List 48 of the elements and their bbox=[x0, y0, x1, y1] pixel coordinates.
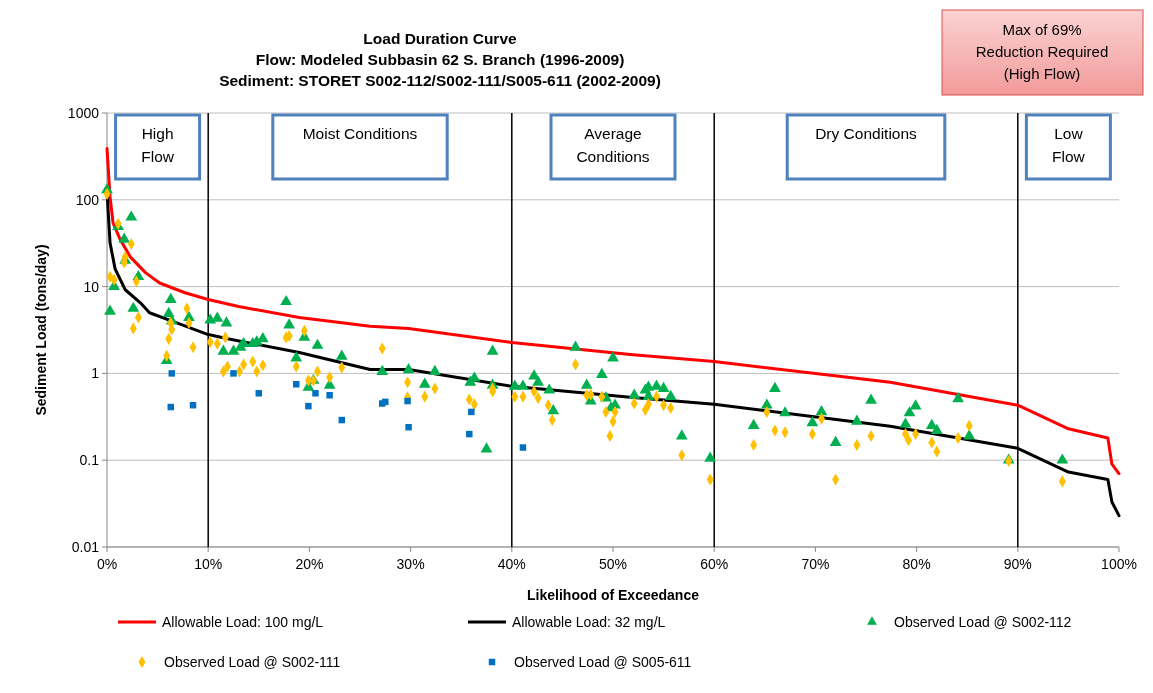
text-box: Dry Conditions bbox=[785, 113, 947, 181]
x-tick-label: 70% bbox=[801, 556, 830, 572]
legend-label: Allowable Load: 32 mg/L bbox=[512, 614, 666, 630]
x-tick-label: 60% bbox=[700, 556, 729, 572]
x-tick-label: 40% bbox=[497, 556, 526, 572]
x-tick-label: 50% bbox=[598, 556, 628, 572]
y-axis-title: Sediment Load (tons/day) bbox=[33, 244, 49, 416]
text-box: High Flow bbox=[114, 113, 202, 181]
y-tick-label: 1 bbox=[91, 365, 100, 382]
annotation: Dry Conditions bbox=[815, 125, 918, 142]
legend-label: Allowable Load: 100 mg/L bbox=[162, 614, 324, 630]
y-tick-label: 0.01 bbox=[71, 539, 100, 555]
x-axis-title: Likelihood of Exceedance bbox=[527, 587, 700, 603]
y-tick-label: 10 bbox=[83, 278, 100, 295]
point bbox=[312, 390, 319, 397]
point bbox=[230, 370, 237, 377]
y-tick-label: 100 bbox=[75, 191, 100, 208]
x-tick-label: 30% bbox=[396, 556, 425, 572]
x-tick-label: 10% bbox=[194, 556, 223, 572]
text-box: Low Flow bbox=[1024, 113, 1112, 181]
x-tick-label: 0% bbox=[96, 556, 118, 572]
legend-label: Observed Load @ S005-611 bbox=[514, 654, 692, 670]
legend-label: Observed Load @ S002-112 bbox=[894, 614, 1072, 630]
point bbox=[468, 408, 475, 416]
annotation: Average Conditions bbox=[576, 125, 650, 165]
point bbox=[404, 397, 411, 405]
y-tick-label: 1000 bbox=[67, 105, 100, 121]
point bbox=[255, 390, 263, 397]
point bbox=[305, 402, 312, 410]
x-tick-label: 80% bbox=[902, 556, 931, 572]
annotation: High Flow bbox=[141, 125, 175, 165]
point bbox=[405, 423, 412, 431]
annotation: Moist Conditions bbox=[302, 125, 418, 142]
chart-title: Load Duration Curve Flow: Modeled Subbasin 62 S. Branch (1996-2009) Sediment: STORET S002-112/S002-111/S005-611 (2002-2009) bbox=[219, 30, 661, 89]
x-tick-label: 100% bbox=[1101, 556, 1137, 572]
point bbox=[326, 392, 333, 399]
x-tick-label: 20% bbox=[295, 556, 324, 572]
point bbox=[466, 430, 473, 438]
text-box: Average Conditions bbox=[549, 113, 677, 181]
annotation: Low Flow bbox=[1052, 125, 1086, 165]
callout-box: Max of 69% Reduction Required (High Flow) bbox=[941, 9, 1144, 96]
x-tick-label: 90% bbox=[1003, 556, 1032, 572]
line-series bbox=[105, 147, 1121, 476]
legend-label: Observed Load @ S002-111 bbox=[164, 654, 341, 670]
text-box: Moist Conditions bbox=[271, 113, 449, 181]
point bbox=[168, 370, 176, 377]
point bbox=[519, 444, 527, 451]
y-tick-label: 0.1 bbox=[79, 452, 100, 469]
